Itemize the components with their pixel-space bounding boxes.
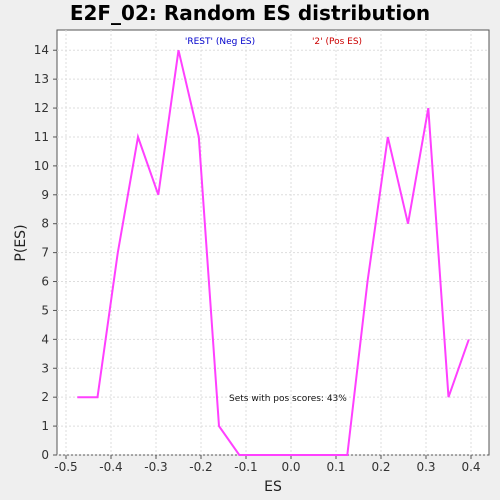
y-tick-label: 6 [41,275,49,289]
y-tick-label: 9 [41,188,49,202]
y-tick-label: 14 [34,43,49,57]
grid [57,30,489,456]
y-tick-label: 7 [41,246,49,260]
y-tick-label: 3 [41,361,49,375]
y-axis-label: P(ES) [13,224,29,261]
y-tick-label: 8 [41,217,49,231]
y-tick-label: 12 [34,101,49,115]
x-tick-label: -0.1 [234,460,257,474]
series-layer [77,49,470,456]
y-tick-label: 13 [34,72,49,86]
y-tick-label: 0 [41,448,49,462]
series-line [77,49,470,456]
y-tick-label: 1 [41,419,49,433]
pos-scores-annotation: Sets with pos scores: 43% [229,394,347,404]
y-tick-label: 2 [41,390,49,404]
x-axis-label: ES [264,479,282,495]
x-tick-label: -0.4 [99,460,122,474]
y-tick-label: 11 [34,130,49,144]
legend-entry-neg: 'REST' (Neg ES) [185,37,255,47]
y-tick-label: 4 [41,332,49,346]
x-tick-label: -0.3 [144,460,167,474]
y-tick-label: 5 [41,303,49,317]
y-tick-label: 10 [34,159,49,173]
x-tick-label: 0.3 [416,460,435,474]
x-tick-label: -0.2 [189,460,212,474]
x-tick-label: 0.1 [326,460,345,474]
chart-title: E2F_02: Random ES distribution [70,1,430,25]
x-tick-label: -0.5 [54,460,77,474]
axes: -0.5 -0.4 -0.3 -0.2 -0.1 0.0 0.1 0.2 0.3 0.401234… [34,43,481,474]
x-tick-label: 0.2 [371,460,390,474]
x-tick-label: 0.0 [281,460,300,474]
plot-area [56,29,490,456]
legend-entry-pos: '2' (Pos ES) [312,37,362,47]
x-tick-label: 0.4 [461,460,480,474]
